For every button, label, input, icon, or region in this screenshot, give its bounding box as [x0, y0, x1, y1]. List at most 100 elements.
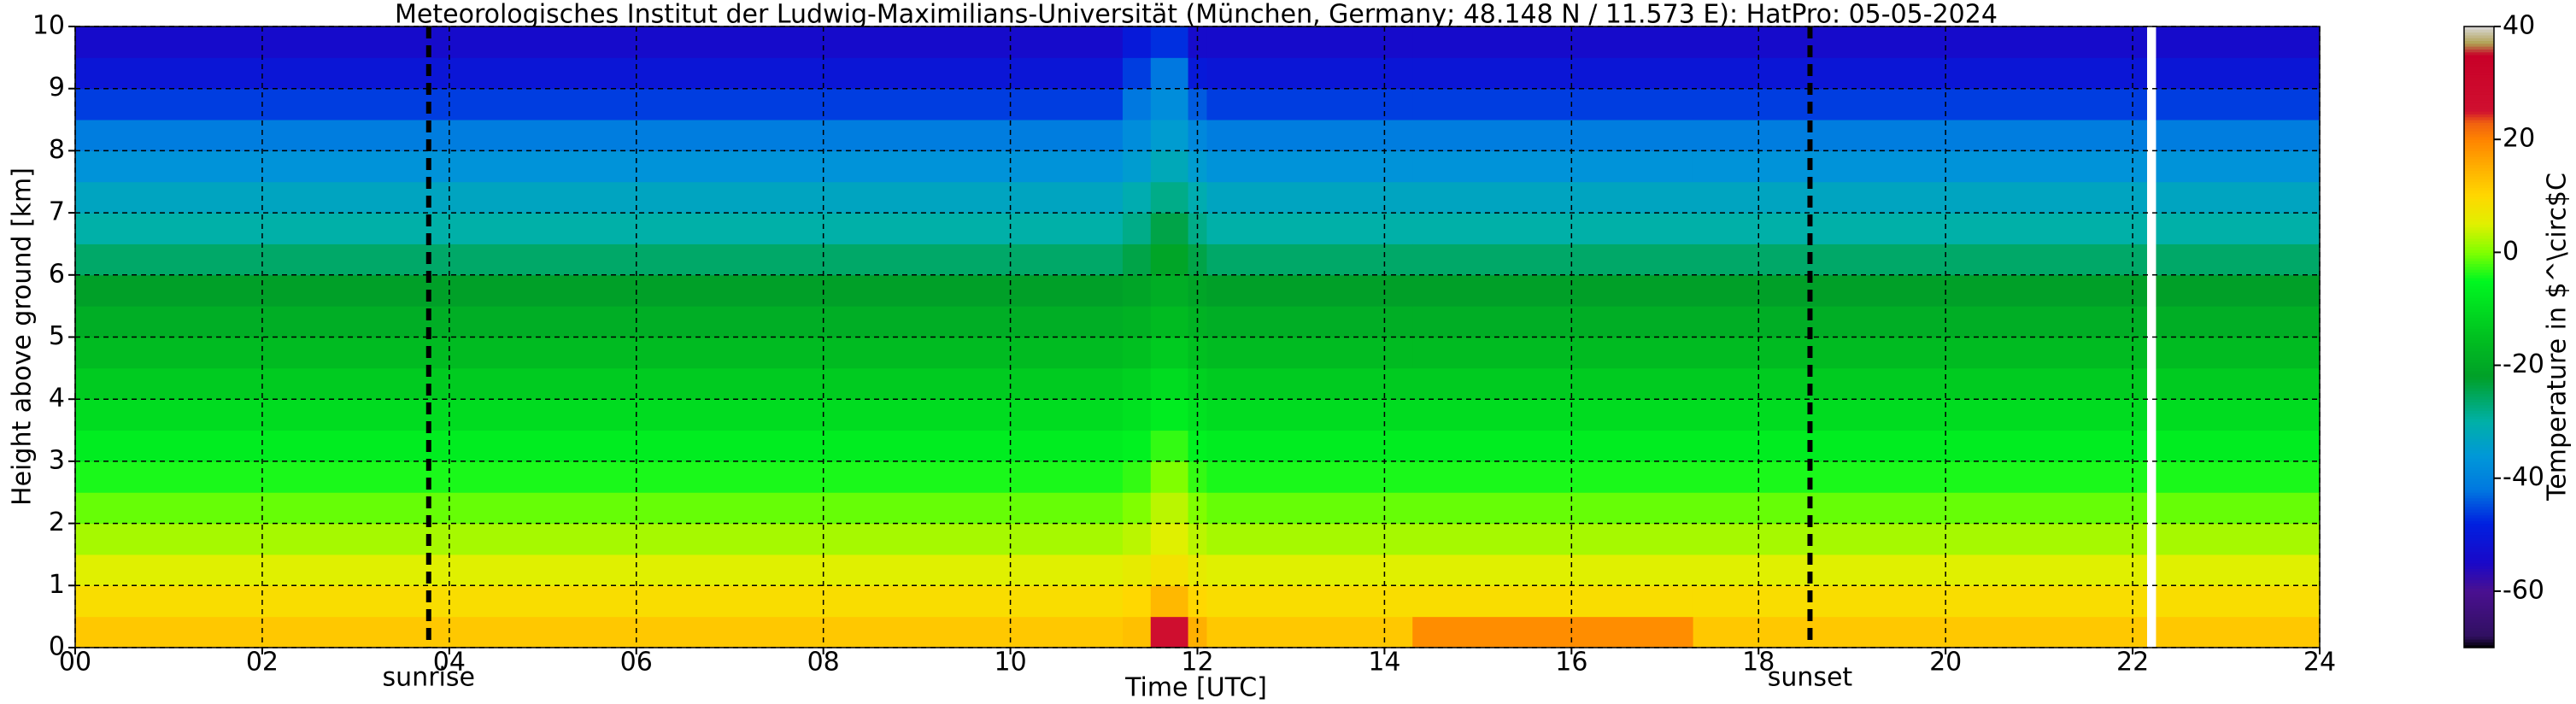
colorbar-step [2464, 458, 2494, 462]
heat-cell [2156, 181, 2321, 214]
colorbar-step [2464, 373, 2494, 378]
colorbar-step [2464, 605, 2494, 609]
colorbar-step [2464, 196, 2494, 200]
colorbar-step [2464, 517, 2494, 521]
heat-cell [1150, 26, 1189, 58]
heat-cell [2156, 306, 2321, 337]
y-tick-label: 8 [49, 135, 65, 165]
colorbar-step [2464, 314, 2494, 318]
y-tick-label: 1 [49, 570, 65, 600]
heat-cell [2156, 492, 2321, 525]
colorbar-step [2464, 226, 2494, 231]
colorbar-step [2464, 616, 2494, 620]
heat-cell [1188, 430, 1207, 462]
x-tick-label: 16 [1555, 648, 1587, 678]
colorbar-step [2464, 427, 2494, 431]
colorbar-step [2464, 384, 2494, 389]
colorbar-step [2464, 192, 2494, 197]
colorbar-step [2464, 40, 2494, 44]
colorbar-step [2464, 396, 2494, 400]
colorbar-step [2464, 164, 2494, 168]
colorbar-step [2464, 424, 2494, 428]
colorbar-step [2464, 131, 2494, 135]
colorbar-step [2464, 241, 2494, 244]
colorbar-step [2464, 554, 2494, 558]
colorbar-step [2464, 413, 2494, 417]
heat-cell [2156, 585, 2321, 618]
heat-cell [75, 243, 1124, 276]
colorbar-step [2464, 354, 2494, 358]
colorbar-step [2464, 283, 2494, 287]
colorbar-step [2464, 51, 2494, 56]
colorbar-step [2464, 410, 2494, 414]
colorbar-step [2464, 114, 2494, 118]
colorbar-step [2464, 215, 2494, 220]
colorbar-step [2464, 529, 2494, 533]
colorbar-step [2464, 495, 2494, 499]
heat-cell [1122, 337, 1152, 369]
heat-cell [1693, 337, 2148, 369]
heat-cell [1122, 492, 1152, 525]
heat-cell [1206, 523, 1413, 555]
heat-cell [2156, 88, 2321, 120]
colorbar-step [2464, 302, 2494, 307]
x-tick-label: 10 [994, 648, 1026, 678]
heat-cell [2156, 57, 2321, 90]
heat-cell [1122, 461, 1152, 493]
colorbar-step [2464, 642, 2494, 646]
colorbar-step [2464, 26, 2494, 30]
y-tick-label: 6 [49, 259, 65, 289]
colorbar-step [2464, 159, 2494, 163]
colorbar-step [2464, 464, 2494, 468]
heat-cell [1206, 120, 1413, 151]
heat-cell [1150, 243, 1189, 276]
heat-cell [1150, 523, 1189, 555]
colorbar-step [2464, 371, 2494, 374]
colorbar-step [2464, 133, 2494, 138]
colorbar-step [2464, 455, 2494, 460]
heat-cell [1150, 120, 1189, 151]
heat-cell [1693, 461, 2148, 493]
colorbar-step [2464, 328, 2494, 332]
heat-cell [1150, 399, 1189, 431]
colorbar-step [2464, 79, 2494, 84]
colorbar-step [2464, 120, 2494, 123]
heat-cell [1150, 274, 1189, 307]
colorbar-step [2464, 469, 2494, 473]
heat-cell [1150, 306, 1189, 337]
colorbar-step [2464, 103, 2494, 107]
colorbar-step [2464, 224, 2494, 228]
colorbar-step [2464, 447, 2494, 451]
colorbar-step [2464, 506, 2494, 510]
colorbar-step [2464, 331, 2494, 335]
colorbar-step [2464, 596, 2494, 601]
colorbar-step [2464, 181, 2494, 185]
colorbar-step [2464, 291, 2494, 296]
colorbar-step [2464, 116, 2494, 120]
heat-cell [1122, 181, 1152, 214]
x-tick-label: 12 [1181, 648, 1213, 678]
x-tick-label: 04 [433, 648, 466, 678]
colorbar-step [2464, 274, 2494, 279]
heat-cell [75, 306, 1124, 337]
colorbar-step [2464, 402, 2494, 406]
colorbar-step [2464, 644, 2494, 648]
heat-cell [1693, 150, 2148, 183]
heat-cell [1412, 26, 1694, 58]
colorbar-step [2464, 266, 2494, 270]
colorbar-step [2464, 379, 2494, 383]
colorbar-step [2464, 34, 2494, 38]
colorbar-step [2464, 441, 2494, 445]
heat-cell [1693, 120, 2148, 151]
colorbar-step [2464, 365, 2494, 369]
colorbar-step [2464, 207, 2494, 211]
colorbar-step [2464, 173, 2494, 177]
heat-cell [1150, 337, 1189, 369]
colorbar-step [2464, 566, 2494, 569]
heat-cell [1412, 492, 1694, 525]
colorbar-step [2464, 585, 2494, 590]
heat-cell [1693, 367, 2148, 400]
x-tick-label: 02 [246, 648, 279, 678]
colorbar-step [2464, 579, 2494, 584]
